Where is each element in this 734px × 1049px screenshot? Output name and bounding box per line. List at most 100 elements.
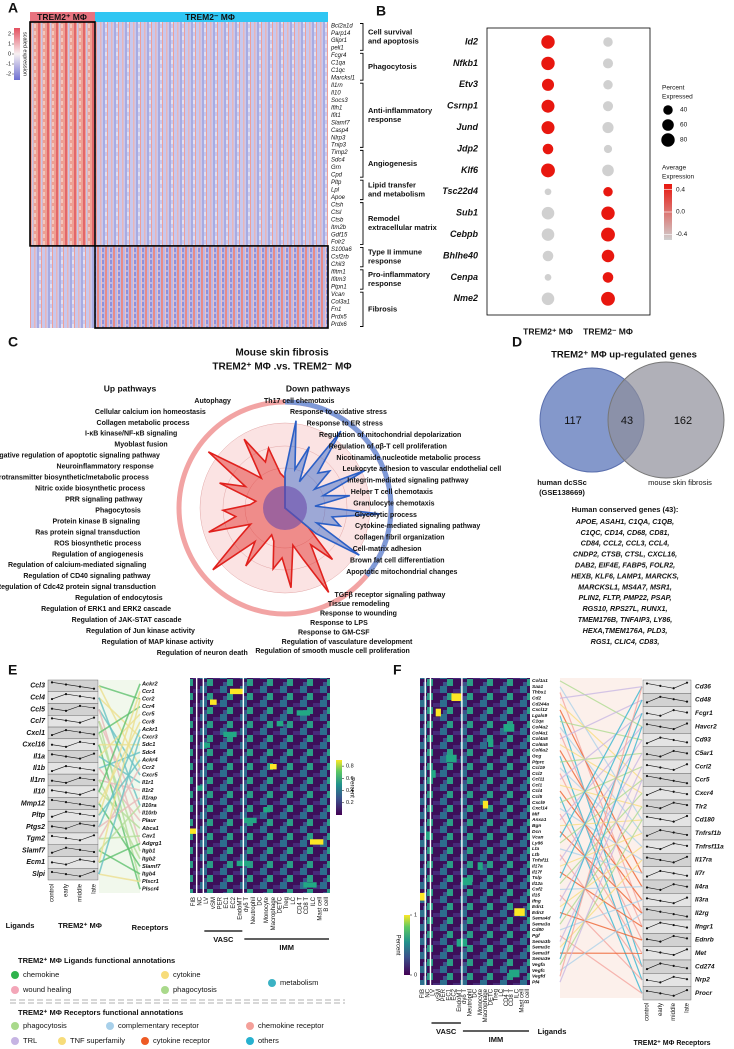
mini-line (646, 682, 688, 689)
link (559, 750, 643, 887)
pathway-label: Cytokine-mediated signaling pathway (355, 523, 480, 530)
x-tick-label: Macrophage (483, 988, 489, 1022)
x-tick-label: dγδ T (244, 897, 250, 912)
heatmap (95, 22, 328, 246)
link (559, 686, 643, 977)
receptor-label: Il1rap (142, 795, 158, 801)
dot (603, 187, 613, 197)
receptor-label: Cxcr4 (695, 790, 713, 797)
gene-label: Fn1 (331, 307, 341, 313)
x-tick-label: DC (258, 896, 264, 905)
pathway-label: Regulation of calcium-mediated signaling (8, 562, 146, 569)
dot (544, 188, 552, 196)
link (559, 739, 643, 861)
dot (541, 99, 555, 113)
ligand-label: Csf2 (532, 887, 543, 893)
colorbar-tick-label: -1 (6, 61, 11, 67)
x-tick-label: PER (441, 988, 447, 1001)
x-tick-label: CD4 T (504, 989, 510, 1007)
series-label: Up pathways (104, 383, 157, 393)
heatmap-patch (446, 754, 457, 763)
pathway-label: Ras protein signal transduction (35, 529, 140, 536)
link (98, 685, 141, 700)
legend-label: cytokine (173, 970, 201, 979)
pathway-label: Regulation of ERK1 and ERK2 cascade (41, 606, 171, 613)
annotation-label: Pro-inflammatory (368, 270, 431, 279)
ligand-label: Il12a (532, 881, 543, 887)
ligand-label: Ccl19 (532, 765, 545, 771)
gene-label: Jdp2 (457, 143, 478, 153)
x-tick-label: late (684, 1002, 690, 1012)
receptor-label: Nrp2 (695, 977, 710, 984)
series-label: Down pathways (286, 383, 351, 393)
pathway-label: Phagocytosis (95, 507, 141, 514)
mini-panel (642, 773, 692, 787)
annotation-label: and metabolism (368, 189, 425, 198)
colorbar-tick-label: 2 (8, 31, 11, 37)
ligand-label: Cxcl9 (532, 800, 545, 806)
receptor-label: Cd93 (695, 737, 711, 744)
pathway-label: Protein kinase B signaling (53, 518, 141, 525)
gene-label: S100a6 (331, 247, 352, 253)
mini-line (51, 835, 95, 841)
receptor-label: Ccr2 (142, 697, 155, 703)
axis-label: TREM2⁺ MΦ (58, 921, 102, 930)
colorbar (404, 915, 410, 975)
group-label: VASC (213, 935, 234, 944)
link (98, 713, 141, 758)
gene-label: Ifit1 (331, 113, 341, 119)
pathway-label: Leukocyte adhesion to vascular endotheli… (343, 466, 502, 473)
heatmap (30, 22, 95, 246)
bracket (360, 202, 364, 245)
x-tick-label: LV (431, 989, 437, 996)
mini-panel (47, 785, 99, 798)
group-label: TREM2⁻ MΦ (185, 12, 235, 22)
bracket (360, 246, 364, 268)
pathway-label: TGFβ receptor signaling pathway (335, 592, 446, 599)
pathway-label: Regulation of αβ-T cell proliferation (329, 443, 447, 450)
link (559, 886, 643, 891)
receptor-label: Itgb4 (142, 871, 156, 877)
link (559, 680, 643, 728)
link (559, 871, 643, 928)
gene-label: Nlrp3 (331, 135, 346, 141)
link (559, 713, 643, 919)
gene-label: Il10 (331, 90, 341, 96)
receptor-label: Il7r (695, 870, 705, 877)
link (98, 708, 141, 776)
mini-line (51, 682, 95, 690)
gene-label: Parp14 (331, 31, 351, 37)
link (98, 720, 141, 814)
link (559, 784, 643, 808)
mini-line (646, 963, 688, 970)
ligand-label: Bgn (532, 823, 541, 829)
ligand-label: C1qa (532, 719, 544, 725)
mini-line (51, 847, 95, 853)
pathway-label: Regulation of MAP kinase activity (102, 639, 214, 646)
ligand-label: Saa1 (532, 684, 544, 690)
x-tick-label: LV (204, 897, 210, 904)
x-tick-label: DETC (278, 896, 284, 913)
dot (541, 163, 555, 178)
link (559, 912, 643, 941)
ligand-label: Ccl11 (532, 777, 545, 783)
pathway-label: I-κB kinase/NF-κB signaling (85, 431, 177, 438)
mini-line (646, 897, 688, 904)
legend-label: cytokine receptor (153, 1036, 211, 1045)
mini-panel (47, 715, 99, 728)
annotation-label: Phagocytosis (368, 62, 417, 71)
legend-label: chemokine (23, 970, 59, 979)
mini-line (51, 811, 95, 817)
link (559, 819, 643, 827)
mini-panel (642, 759, 692, 774)
gene-label: Bcl2a1d (331, 23, 353, 29)
mini-line (646, 989, 688, 997)
ligand-label: Vegfa (532, 962, 545, 968)
dot (541, 292, 555, 306)
x-tick-label: CD4 T (298, 897, 304, 915)
pathway-label: Regulation of angiogenesis (52, 551, 144, 558)
pathway-label: Cell-matrix adhesion (353, 546, 422, 553)
receptor-label: Sdc1 (142, 742, 155, 748)
annotation-label: response (368, 115, 401, 124)
